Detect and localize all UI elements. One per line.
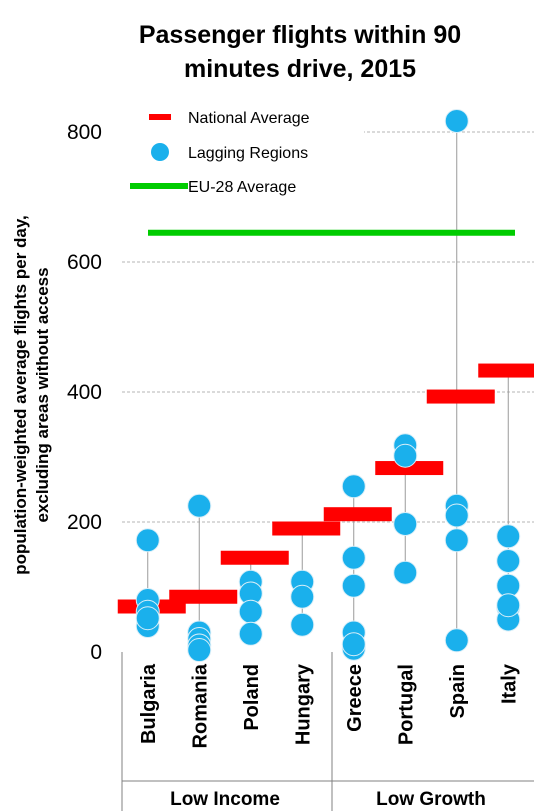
lagging-region-point-italy-6 [496,593,521,618]
category-axis [121,652,534,811]
y-axis-title-line-2: excluding areas without access [33,267,52,522]
legend-national-average-label: National Average [188,110,310,127]
group-label-2: Low Growth [376,789,486,810]
national-average-marker-romania [169,589,238,604]
lagging-region-point-bulgaria-1 [135,528,160,553]
legend-lagging-regions-marker [151,143,169,161]
lagging-region-point-romania-5 [187,638,212,663]
y-tick-labels: 0 200 400 600 800 [67,121,102,664]
lagging-region-point-spain-4 [444,528,469,553]
lagging-region-point-greece-1 [341,474,366,499]
lagging-region-point-portugal-4 [393,560,418,585]
lagging-region-point-spain-3 [444,503,469,528]
x-tick-label-italy: Italy [498,663,520,704]
chart-title-line-2: minutes drive, 2015 [184,55,416,83]
x-tick-label-bulgaria: Bulgaria [138,663,160,744]
lagging-region-point-greece-6 [341,632,366,657]
lagging-region-point-spain-5 [444,628,469,653]
national-average-marker-italy [478,363,534,378]
lagging-region-point-portugal-3 [393,511,418,536]
group-label-1: Low Income [170,789,280,810]
legend: National Average Lagging Regions EU-28 A… [130,110,310,196]
x-tick-label-romania: Romania [189,663,211,748]
lagging-regions-series [135,108,521,663]
x-tick-labels: Bulgaria Romania Poland Hungary Greece Portug… [138,663,521,748]
legend-lagging-regions-label: Lagging Regions [188,145,308,162]
lagging-region-point-greece-3 [341,573,366,598]
national-average-series [117,363,534,614]
x-tick-label-poland: Poland [241,664,263,731]
lagging-region-point-hungary-2 [290,584,315,609]
lagging-region-point-italy-1 [496,524,521,549]
y-tick-label-600: 600 [67,251,102,274]
national-average-marker-portugal [375,461,444,476]
y-tick-label-800: 800 [67,121,102,144]
x-tick-label-portugal: Portugal [395,664,417,745]
y-tick-label-0: 0 [90,641,102,664]
chart-title-line-1: Passenger flights within 90 [139,21,461,49]
x-tick-label-greece: Greece [344,664,366,732]
lagging-region-point-hungary-3 [290,612,315,637]
group-labels: Low Income Low Growth [170,789,486,810]
national-average-marker-hungary [272,521,341,536]
lagging-region-point-romania-1 [187,493,212,518]
lagging-region-point-greece-2 [341,545,366,570]
y-axis-title: population-weighted average flights per … [11,215,52,575]
lagging-region-point-bulgaria-5 [135,606,160,631]
legend-national-average-marker [149,114,171,120]
y-tick-label-400: 400 [67,381,102,404]
x-tick-label-hungary: Hungary [292,663,314,745]
lagging-region-point-spain-1 [444,108,469,133]
lagging-region-point-poland-3 [238,599,263,624]
y-axis-title-line-1: population-weighted average flights per … [11,215,30,575]
national-average-marker-greece [323,507,392,522]
lagging-region-point-italy-2 [496,549,521,573]
national-average-marker-spain [426,389,495,404]
national-average-marker-poland [220,550,289,565]
x-tick-label-spain: Spain [447,664,469,718]
y-tick-label-200: 200 [67,511,102,534]
legend-eu28-average-label: EU-28 Average [188,179,296,196]
lagging-region-point-portugal-2 [393,443,418,468]
lagging-region-point-poland-4 [238,621,263,646]
